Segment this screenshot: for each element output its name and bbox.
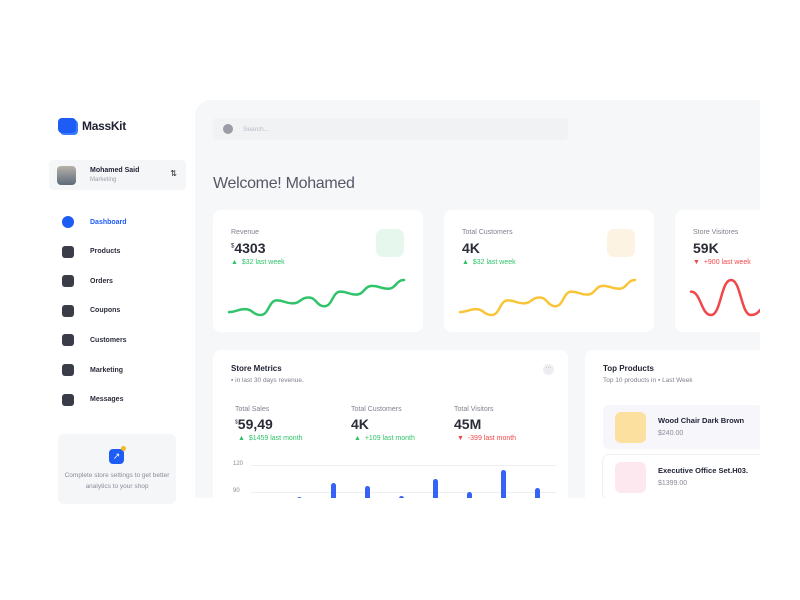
- promo-card[interactable]: ↗ Complete store settings to get better …: [58, 434, 176, 504]
- gridline: [251, 465, 556, 466]
- stat-card-revenue: Revenue $4303 ▲ $32 last week: [213, 210, 423, 332]
- sparkline: [689, 278, 760, 317]
- user-switcher[interactable]: Mohamed Said Marketing ⇅: [49, 160, 186, 190]
- calendar-icon: ▪: [231, 377, 234, 384]
- y-tick-label: 90: [233, 488, 240, 494]
- user-name: Mohamed Said: [90, 167, 140, 174]
- page-title: Welcome! Mohamed: [213, 175, 355, 192]
- bar-6[interactable]: [501, 470, 506, 498]
- bar-4[interactable]: [433, 479, 438, 498]
- metric-total-sales: Total Sales $59,49 ▲ $1459 last month: [235, 406, 303, 442]
- bar-5[interactable]: [467, 492, 472, 498]
- sidebar-item-dashboard[interactable]: Dashboard: [62, 216, 127, 228]
- stat-value: 4K: [462, 240, 480, 256]
- stat-value: 59K: [693, 240, 719, 256]
- ticket-icon: [62, 304, 74, 317]
- product-item[interactable]: Executive Office Set.H03. $1399.00: [603, 455, 760, 498]
- sparkline: [458, 278, 637, 317]
- sidebar-item-marketing[interactable]: Marketing: [62, 364, 123, 376]
- analytics-icon: ↗: [109, 449, 124, 464]
- stat-card-store-visitores: Store Visitores 59K ▼ +900 last week: [675, 210, 760, 332]
- main-panel: Search... Welcome! Mohamed Revenue $4303…: [195, 100, 760, 498]
- product-image: [615, 462, 646, 493]
- user-role: Marketing: [90, 177, 117, 183]
- stat-value: 4303: [234, 240, 266, 256]
- grid-icon: [62, 245, 74, 258]
- logo[interactable]: MassKit: [58, 118, 126, 133]
- avatar: [57, 166, 76, 185]
- bag-icon: [62, 275, 74, 288]
- trend-up-icon: ▲: [354, 435, 361, 442]
- sidebar-item-customers[interactable]: Customers: [62, 334, 127, 347]
- users-icon: [62, 334, 74, 347]
- top-products-card: Top Products Top 10 products in ▪ Last W…: [585, 350, 760, 498]
- store-metrics-card: Store Metrics ▪ in last 30 days revenue.…: [213, 350, 568, 498]
- trend-down-icon: ▼: [457, 435, 464, 442]
- sidebar-item-orders[interactable]: Orders: [62, 275, 113, 288]
- bar-1[interactable]: [331, 483, 336, 498]
- stat-card-total-customers: Total Customers 4K ▲ $32 last week: [444, 210, 654, 332]
- trend-down-icon: ▼: [693, 259, 700, 266]
- trend-up-icon: ▲: [238, 435, 245, 442]
- users-icon: [607, 229, 635, 257]
- switch-arrows-icon[interactable]: ⇅: [170, 169, 177, 178]
- search-input[interactable]: Search...: [213, 118, 568, 140]
- gridline: [251, 492, 556, 493]
- wallet-icon: [376, 229, 404, 257]
- bar-3[interactable]: [399, 495, 404, 498]
- bar-7[interactable]: [535, 488, 540, 498]
- card-title: Top Products: [603, 364, 654, 373]
- bar-0[interactable]: [297, 497, 302, 498]
- metric-total-visitors: Total Visitors 45M ▼ -399 last month: [454, 406, 517, 442]
- notification-dot: [121, 446, 126, 451]
- logo-mark-icon: [58, 118, 76, 133]
- search-icon: [223, 124, 233, 134]
- sidebar-item-products[interactable]: Products: [62, 245, 120, 258]
- period-select[interactable]: Last Week: [662, 377, 693, 384]
- trend-up-icon: ▲: [231, 259, 238, 266]
- metric-total-customers: Total Customers 4K ▲ +109 last month: [351, 406, 415, 442]
- mail-icon: [62, 393, 74, 406]
- trend-up-icon: ▲: [462, 259, 469, 266]
- sidebar-item-messages[interactable]: Messages: [62, 393, 123, 406]
- more-options-button[interactable]: ···: [543, 364, 554, 375]
- y-tick-label: 120: [233, 461, 244, 467]
- card-title: Store Metrics: [231, 364, 282, 373]
- compass-icon: [62, 216, 74, 228]
- sparkline: [227, 278, 406, 317]
- calendar-icon: ▪: [657, 377, 661, 384]
- product-image: [615, 412, 646, 443]
- bar-2[interactable]: [365, 485, 370, 498]
- pie-icon: [62, 364, 74, 376]
- product-item[interactable]: Wood Chair Dark Brown $240.00: [603, 405, 760, 449]
- sidebar-item-coupons[interactable]: Coupons: [62, 304, 120, 317]
